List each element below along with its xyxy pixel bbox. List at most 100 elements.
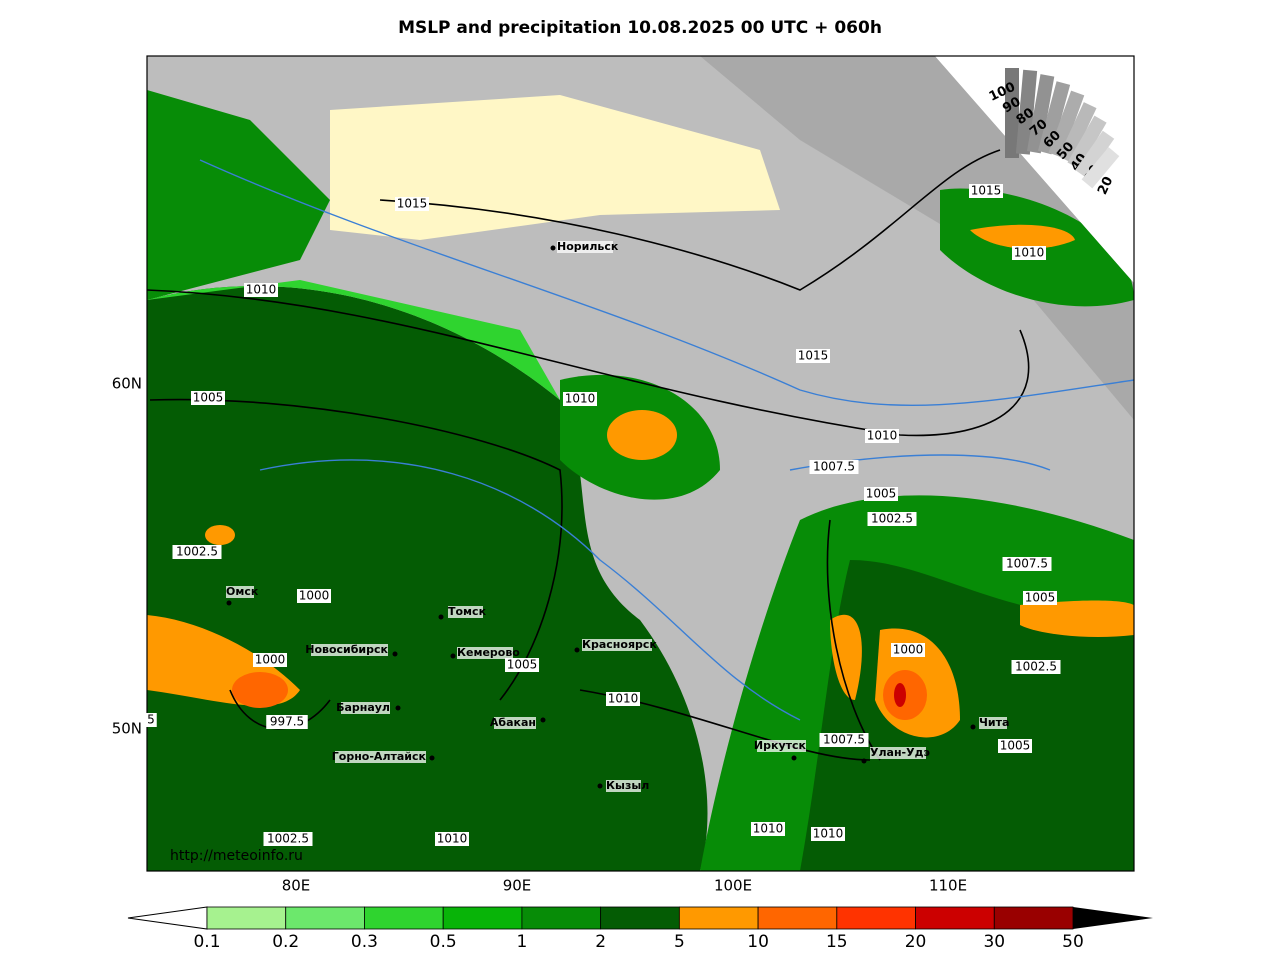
city-dot xyxy=(550,245,556,251)
isobar-label-bg xyxy=(395,197,429,211)
isobar-label-bg xyxy=(505,658,539,672)
city-label-bg xyxy=(341,702,390,714)
isobar-label: 1010 xyxy=(867,429,898,443)
cloud-band xyxy=(1067,115,1107,170)
isobar-label-bg xyxy=(266,715,308,729)
colorbar-label: 0.1 xyxy=(193,932,220,952)
colorbar-box xyxy=(757,906,838,930)
city-label-bg xyxy=(457,647,513,659)
isobar-label: 1007.5 xyxy=(813,460,855,474)
isobar-label: 1002.5 xyxy=(176,545,218,559)
city-label: Томск xyxy=(448,605,487,618)
city-dot xyxy=(970,724,976,730)
city-label: Омск xyxy=(226,585,259,598)
isobar-label-bg xyxy=(811,827,845,841)
cloud-band xyxy=(1015,69,1038,155)
cloud-band xyxy=(1037,81,1071,155)
isobar-label-bg xyxy=(819,733,869,747)
city-label-bg xyxy=(448,606,483,618)
isobar-label-bg xyxy=(253,653,287,667)
city-label-bg xyxy=(870,747,926,759)
map-area xyxy=(147,56,1134,871)
isobar-label: 1010 xyxy=(608,692,639,706)
city-label: Кемерово xyxy=(457,646,520,659)
cloud-band xyxy=(1058,102,1097,163)
isobar-label-bg xyxy=(969,184,1003,198)
isobar-label: 1005 xyxy=(1025,591,1056,605)
city-dot xyxy=(226,600,232,606)
isobar-label-bg xyxy=(191,391,225,405)
isobar-label: 1000 xyxy=(299,589,330,603)
cloud-band xyxy=(1081,147,1120,189)
isobar-label-bg xyxy=(297,589,331,603)
isobar-label-bg xyxy=(1012,246,1046,260)
lon-label: 100E xyxy=(714,877,752,895)
isobar-label-bg xyxy=(1011,660,1061,674)
lat-label: 60N xyxy=(112,375,142,393)
city-label: Улан-Удэ xyxy=(870,746,930,759)
city-label-bg xyxy=(494,717,536,729)
isobar-label-bg xyxy=(263,832,313,846)
city-label: Кызыл xyxy=(606,779,649,792)
lon-label: 110E xyxy=(929,877,967,895)
city-label: Норильск xyxy=(557,240,619,253)
credit: http://meteoinfo.ru xyxy=(170,848,303,864)
isobar-label: 1010 xyxy=(437,832,468,846)
city-label-bg xyxy=(311,644,388,656)
cloud-label: 20 xyxy=(1095,174,1116,197)
city-label-bg xyxy=(606,780,641,792)
isobar-label-bg xyxy=(606,692,640,706)
colorbar-label: 1 xyxy=(516,932,527,952)
city-label: Чита xyxy=(979,716,1009,729)
isobar-label: 1007.5 xyxy=(823,733,865,747)
city-dot xyxy=(395,705,401,711)
isobar-label: 1000 xyxy=(255,653,286,667)
isobar-label-bg xyxy=(563,392,597,406)
isobar-label: 1005 xyxy=(507,658,538,672)
isobar-label-bg xyxy=(809,460,859,474)
city-label: Новосибирск xyxy=(305,643,388,656)
city-dot xyxy=(791,755,797,761)
isobar-label-bg xyxy=(751,822,785,836)
isobar-label-bg xyxy=(796,349,830,363)
colorbar-label: 10 xyxy=(747,932,769,952)
city-label-bg xyxy=(226,586,254,598)
isobar-label-bg xyxy=(891,643,925,657)
isobar-label: 1010 xyxy=(753,822,784,836)
isobar-label-bg xyxy=(998,739,1032,753)
isobar-label: 1010 xyxy=(565,392,596,406)
city-label: Горно-Алтайск xyxy=(332,750,427,763)
isobar-label: 1010 xyxy=(813,827,844,841)
isobar-label: 1005 xyxy=(1000,739,1031,753)
colorbar-box xyxy=(836,906,916,930)
isobar-label: 1007.5 xyxy=(1006,557,1048,571)
city-label: Абакан xyxy=(490,716,536,729)
isobar-label: 5 xyxy=(147,713,155,727)
cloud-band xyxy=(1026,74,1055,154)
city-label-bg xyxy=(979,717,1007,729)
lat-label: 50N xyxy=(112,720,142,738)
colorbar-box xyxy=(993,906,1074,930)
cloud-band xyxy=(1005,68,1019,158)
colorbar-label: 0.3 xyxy=(351,932,378,952)
colorbar-box xyxy=(521,906,602,930)
colorbar-label: 5 xyxy=(674,932,685,952)
isobar-label-bg xyxy=(865,429,899,443)
colorbar-box xyxy=(600,906,680,930)
city-dot xyxy=(861,758,867,764)
isobar-label-bg xyxy=(435,832,469,846)
isobar-label: 1005 xyxy=(193,391,224,405)
colorbar-label: 50 xyxy=(1062,932,1084,952)
isobar-label: 1002.5 xyxy=(1015,660,1057,674)
city-label-bg xyxy=(582,639,652,651)
isobar-label-bg xyxy=(244,283,278,297)
isobar-label: 1015 xyxy=(397,197,428,211)
colorbar-box xyxy=(678,906,759,930)
colorbar-label: 0.5 xyxy=(430,932,457,952)
isobar-label: 1015 xyxy=(798,349,829,363)
isobar-label-bg xyxy=(1002,557,1052,571)
colorbar-label: 20 xyxy=(905,932,927,952)
colorbar-label: 2 xyxy=(595,932,606,952)
colorbar-box xyxy=(285,906,365,930)
